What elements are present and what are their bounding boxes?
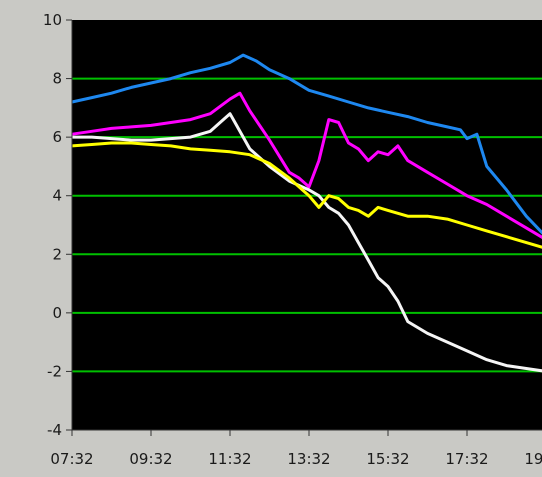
series-line-4 xyxy=(71,141,542,249)
y-tick-label: 4 xyxy=(52,187,62,205)
y-axis-ticks: -4 -2 0 2 4 6 8 10 xyxy=(43,11,72,439)
x-tick-label: 07:32 xyxy=(50,450,93,468)
x-tick-label: 15:32 xyxy=(366,450,409,468)
x-tick-label: 11:32 xyxy=(208,450,251,468)
y-tick-label: 2 xyxy=(52,245,62,263)
y-tick-label: 6 xyxy=(52,128,62,146)
series-line-1 xyxy=(71,53,542,235)
series-line-2 xyxy=(71,91,542,239)
y-tick-label: -4 xyxy=(47,421,62,439)
x-tick-label: 19:32 xyxy=(524,450,542,468)
y-tick-label: 10 xyxy=(43,11,62,29)
x-axis-ticks: 07:32 09:32 11:32 13:32 15:32 17:32 19:32 xyxy=(50,430,542,468)
series-line-3 xyxy=(72,112,542,373)
y-tick-label: 0 xyxy=(52,304,62,322)
y-tick-label: 8 xyxy=(52,70,62,88)
x-tick-label: 09:32 xyxy=(129,450,172,468)
x-tick-label: 13:32 xyxy=(287,450,330,468)
series-layer xyxy=(71,53,542,373)
x-tick-label: 17:32 xyxy=(445,450,488,468)
y-tick-label: -2 xyxy=(47,362,62,380)
